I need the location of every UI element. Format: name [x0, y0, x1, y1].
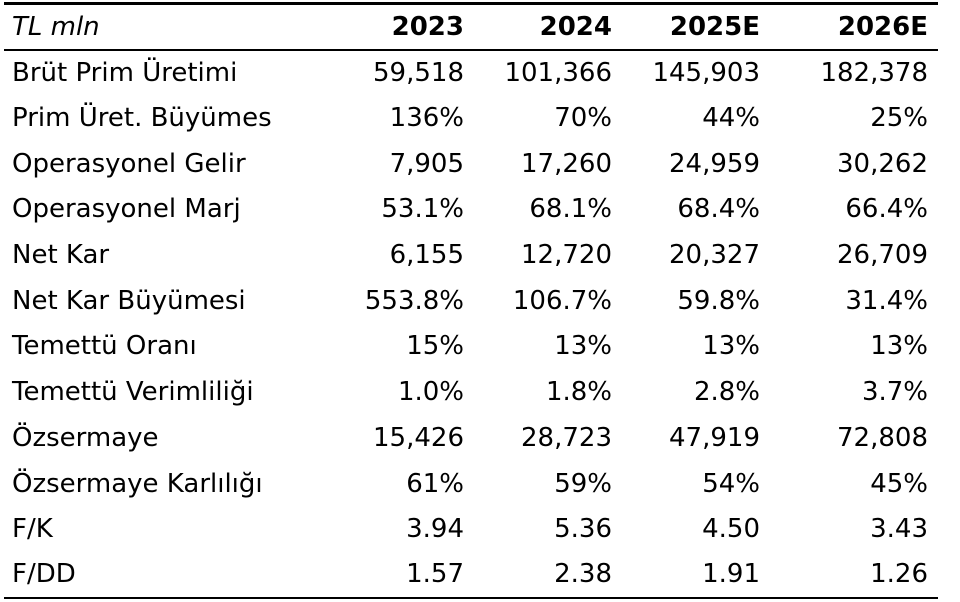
table-cell: 1.8%: [545, 377, 612, 408]
table-cell: 1.91: [622, 552, 770, 599]
table-cell: 30,262: [837, 148, 928, 179]
table-cell: 45%: [870, 468, 928, 499]
table-cell: 15,426: [373, 422, 464, 453]
table-cell: 66.4%: [845, 194, 928, 225]
row-label: Özsermaye Karlılığı: [12, 468, 263, 499]
financial-table-container: TL mln 2023 2024 2025E 2026E Brüt Prim Ü…: [4, 2, 938, 599]
row-label: F/DD: [4, 552, 342, 599]
table-cell: 145,903: [652, 57, 760, 88]
row-label: Operasyonel Marj: [12, 194, 241, 225]
row-label: Operasyonel Gelir: [12, 148, 246, 179]
table-cell: 59.8%: [677, 285, 760, 316]
column-header: 2023: [342, 2, 474, 51]
column-header: 2026E: [770, 2, 938, 51]
table-row: Operasyonel Marj 53.1% 68.1% 68.4% 66.4%: [4, 187, 938, 233]
table-cell: 13%: [870, 331, 928, 362]
table-cell: 6,155: [389, 240, 464, 271]
table-cell: 12,720: [521, 240, 612, 271]
row-label: Prim Üret. Büyümes: [12, 103, 272, 134]
table-body: Brüt Prim Üretimi 59,518 101,366 145,903 182…: [4, 50, 938, 599]
table-cell: 28,723: [521, 422, 612, 453]
table-row: Operasyonel Gelir 7,905 17,260 24,959 30,262: [4, 141, 938, 187]
table-row: Prim Üret. Büyümes 136% 70% 44% 25%: [4, 95, 938, 141]
table-row: F/DD 1.57 2.38 1.91 1.26: [4, 552, 938, 599]
table-row: Net Kar 6,155 12,720 20,327 26,709: [4, 232, 938, 278]
table-cell: 1.0%: [397, 377, 464, 408]
header-row: TL mln 2023 2024 2025E 2026E: [4, 2, 938, 51]
table-cell: 70%: [554, 103, 612, 134]
table-cell: 2.38: [474, 552, 622, 599]
row-label: Özsermaye: [12, 422, 159, 453]
unit-label: TL mln: [4, 2, 342, 51]
table-cell: 182,378: [820, 57, 928, 88]
row-label: Net Kar: [12, 240, 110, 271]
row-label: Brüt Prim Üretimi: [12, 57, 238, 88]
table-cell: 2.8%: [693, 377, 760, 408]
table-row: Temettü Verimliliği 1.0% 1.8% 2.8% 3.7%: [4, 369, 938, 415]
table-cell: 24,959: [669, 148, 760, 179]
table-cell: 53.1%: [381, 194, 464, 225]
table-cell: 68.1%: [529, 194, 612, 225]
row-label: Temettü Verimliliği: [12, 377, 254, 408]
row-label: F/K: [12, 514, 53, 545]
row-label: Temettü Oranı: [12, 331, 197, 362]
table-cell: 25%: [870, 103, 928, 134]
table-cell: 5.36: [554, 514, 612, 545]
table-cell: 553.8%: [364, 285, 464, 316]
table-cell: 15%: [406, 331, 464, 362]
table-cell: 26,709: [837, 240, 928, 271]
table-cell: 20,327: [669, 240, 760, 271]
column-header: 2025E: [622, 2, 770, 51]
table-cell: 4.50: [702, 514, 760, 545]
column-header: 2024: [474, 2, 622, 51]
table-cell: 3.43: [870, 514, 928, 545]
table-row: Özsermaye Karlılığı 61% 59% 54% 45%: [4, 461, 938, 507]
table-cell: 47,919: [669, 422, 760, 453]
table-cell: 3.7%: [861, 377, 928, 408]
table-cell: 101,366: [504, 57, 612, 88]
table-cell: 72,808: [837, 422, 928, 453]
table-cell: 106.7%: [512, 285, 612, 316]
table-row: F/K 3.94 5.36 4.50 3.43: [4, 506, 938, 552]
table-cell: 68.4%: [677, 194, 760, 225]
financial-table: TL mln 2023 2024 2025E 2026E Brüt Prim Ü…: [4, 2, 938, 599]
table-cell: 1.26: [770, 552, 938, 599]
table-cell: 59%: [554, 468, 612, 499]
table-cell: 13%: [554, 331, 612, 362]
table-cell: 54%: [702, 468, 760, 499]
table-cell: 61%: [406, 468, 464, 499]
table-row: Özsermaye 15,426 28,723 47,919 72,808: [4, 415, 938, 461]
table-cell: 7,905: [389, 148, 464, 179]
table-cell: 3.94: [406, 514, 464, 545]
table-row: Brüt Prim Üretimi 59,518 101,366 145,903 182…: [4, 50, 938, 96]
table-cell: 136%: [389, 103, 464, 134]
row-label: Net Kar Büyümesi: [12, 285, 246, 316]
table-cell: 59,518: [373, 57, 464, 88]
table-cell: 1.57: [342, 552, 474, 599]
table-row: Temettü Oranı 15% 13% 13% 13%: [4, 324, 938, 370]
table-cell: 13%: [702, 331, 760, 362]
table-cell: 17,260: [521, 148, 612, 179]
table-cell: 31.4%: [845, 285, 928, 316]
table-cell: 44%: [702, 103, 760, 134]
table-row: Net Kar Büyümesi 553.8% 106.7% 59.8% 31.4%: [4, 278, 938, 324]
